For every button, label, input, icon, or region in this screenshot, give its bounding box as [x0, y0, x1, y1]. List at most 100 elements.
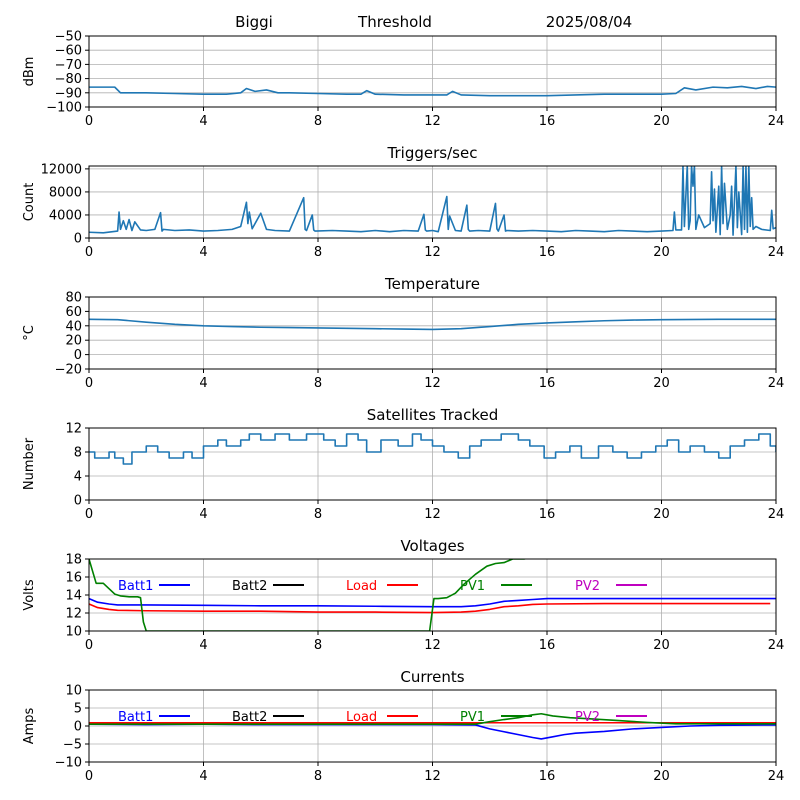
- legend-label-batt1: Batt1: [118, 579, 153, 594]
- temperature-title: Temperature: [384, 275, 480, 293]
- header-date: 2025/08/04: [546, 13, 632, 31]
- x-tick-label: 4: [199, 507, 207, 522]
- y-tick-label: 4: [74, 470, 82, 485]
- legend-label-pv2: PV2: [575, 710, 600, 725]
- x-tick-label: 12: [424, 114, 441, 129]
- x-tick-label: 0: [85, 114, 93, 129]
- voltages-ylabel: Volts: [22, 579, 37, 611]
- y-tick-label: 12: [65, 607, 82, 622]
- y-tick-label: 60: [65, 305, 82, 320]
- x-tick-label: 20: [653, 114, 670, 129]
- x-tick-label: 8: [314, 507, 322, 522]
- y-tick-label: 0: [74, 494, 82, 509]
- x-tick-label: 12: [424, 376, 441, 391]
- batt1-series-line: [89, 597, 776, 608]
- x-tick-label: 0: [85, 507, 93, 522]
- y-tick-label: 0: [74, 720, 82, 735]
- temperature-series-line: [89, 318, 776, 331]
- legend-label-pv1: PV1: [460, 579, 485, 594]
- x-tick-label: 20: [653, 245, 670, 260]
- y-tick-label: 14: [65, 589, 82, 604]
- x-tick-label: 16: [539, 376, 556, 391]
- triggers-panel: 0 4 8 12 16 20 24 0 4000 8000 12000 Triggers/sec Cou…: [22, 144, 784, 260]
- x-tick-label: 0: [85, 638, 93, 653]
- header-station: Biggi: [235, 13, 273, 31]
- y-tick-label: 10: [65, 684, 82, 699]
- y-tick-label: −50: [55, 30, 82, 45]
- pv1-series-line: [89, 712, 776, 725]
- x-tick-label: 24: [768, 507, 785, 522]
- voltages-panel: 0 4 8 12 16 20 24 10 12 14 16 18 Voltages Volts Batt1 B…: [22, 537, 784, 653]
- x-tick-label: 0: [85, 769, 93, 784]
- triggers-series-line: [89, 166, 776, 236]
- legend-label-batt2: Batt2: [232, 710, 267, 725]
- y-tick-label: −90: [55, 86, 82, 101]
- y-tick-label: −20: [55, 363, 82, 378]
- currents-panel: 0 4 8 12 16 20 24 −10 −5 0 5 10 Currents Amps Batt1 Bat…: [22, 668, 784, 784]
- x-tick-label: 8: [314, 638, 322, 653]
- y-tick-label: 8000: [49, 185, 82, 200]
- x-tick-label: 20: [653, 638, 670, 653]
- x-tick-label: 4: [199, 769, 207, 784]
- x-tick-label: 4: [199, 245, 207, 260]
- currents-ylabel: Amps: [22, 707, 37, 744]
- y-tick-label: −60: [55, 44, 82, 59]
- y-tick-label: −100: [46, 101, 82, 116]
- x-tick-label: 8: [314, 114, 322, 129]
- x-tick-label: 8: [314, 376, 322, 391]
- y-tick-label: 12: [65, 422, 82, 437]
- y-tick-label: 8: [74, 446, 82, 461]
- x-tick-label: 16: [539, 114, 556, 129]
- x-tick-label: 4: [199, 376, 207, 391]
- x-tick-label: 24: [768, 638, 785, 653]
- x-tick-label: 12: [424, 638, 441, 653]
- y-tick-label: −70: [55, 58, 82, 73]
- legend-label-batt2: Batt2: [232, 579, 267, 594]
- header-mode: Threshold: [357, 13, 432, 31]
- x-tick-label: 24: [768, 245, 785, 260]
- legend-label-batt1: Batt1: [118, 710, 153, 725]
- satellites-ylabel: Number: [22, 437, 37, 490]
- x-tick-label: 16: [539, 507, 556, 522]
- signal-series-line: [89, 85, 776, 97]
- x-tick-label: 4: [199, 114, 207, 129]
- x-tick-label: 4: [199, 638, 207, 653]
- y-tick-label: 18: [65, 553, 82, 568]
- x-tick-label: 16: [539, 638, 556, 653]
- y-tick-label: 16: [65, 571, 82, 586]
- x-tick-label: 24: [768, 769, 785, 784]
- x-tick-label: 12: [424, 245, 441, 260]
- x-tick-label: 12: [424, 507, 441, 522]
- currents-title: Currents: [400, 668, 464, 686]
- triggers-title: Triggers/sec: [387, 144, 478, 162]
- signal-ylabel: dBm: [22, 57, 37, 87]
- x-tick-label: 0: [85, 245, 93, 260]
- signal-panel: 0 4 8 12 16 20 24 −100−90−80−70−60−50 dBm: [22, 30, 784, 130]
- y-tick-label: 40: [65, 319, 82, 334]
- y-tick-label: 20: [65, 334, 82, 349]
- pv1-series-line: [89, 559, 529, 631]
- y-tick-label: 10: [65, 625, 82, 640]
- x-tick-label: 20: [653, 376, 670, 391]
- triggers-ylabel: Count: [22, 183, 37, 222]
- x-tick-label: 12: [424, 769, 441, 784]
- voltages-title: Voltages: [400, 537, 464, 555]
- x-tick-label: 24: [768, 376, 785, 391]
- x-tick-label: 16: [539, 769, 556, 784]
- y-tick-label: 4000: [49, 208, 82, 223]
- x-tick-label: 24: [768, 114, 785, 129]
- temperature-ylabel: °C: [22, 325, 37, 341]
- legend-label-pv2: PV2: [575, 579, 600, 594]
- y-tick-label: −10: [55, 756, 82, 771]
- x-tick-label: 16: [539, 245, 556, 260]
- y-tick-label: −80: [55, 72, 82, 87]
- y-tick-label: 12000: [41, 162, 82, 177]
- satellites-title: Satellites Tracked: [367, 406, 498, 424]
- satellites-series-line: [89, 433, 776, 465]
- y-tick-label: 5: [74, 702, 82, 717]
- y-tick-label: 80: [65, 291, 82, 306]
- y-tick-label: −5: [63, 738, 82, 753]
- legend-label-pv1: PV1: [460, 710, 485, 725]
